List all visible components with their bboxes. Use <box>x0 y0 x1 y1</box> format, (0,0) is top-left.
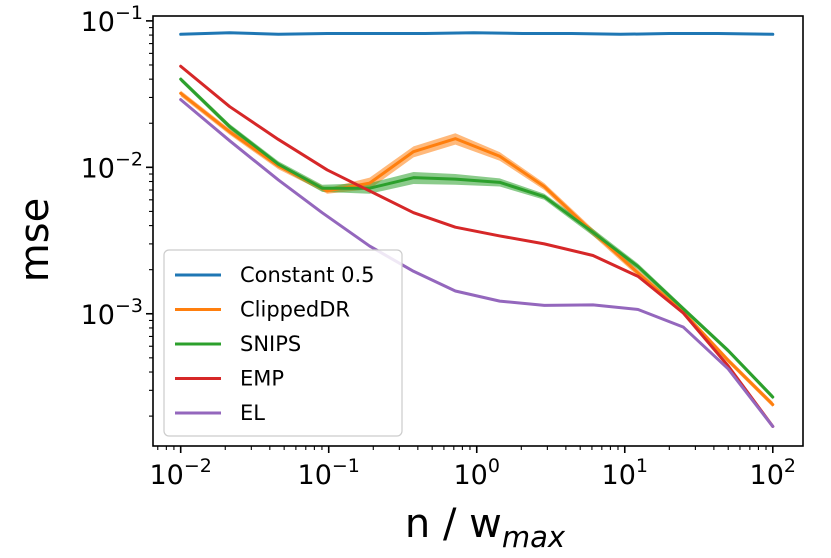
plot-frame <box>152 15 804 447</box>
y-tick-label: 10−2 <box>81 148 143 184</box>
legend-label: Constant 0.5 <box>240 263 374 287</box>
legend-label: EMP <box>240 367 284 391</box>
x-tick-label: 100 <box>454 455 500 491</box>
x-tick-label: 102 <box>750 455 796 491</box>
legend-label: ClippedDR <box>240 298 350 322</box>
x-tick-label: 101 <box>602 455 648 491</box>
legend: Constant 0.5 ClippedDR SNIPS EMP EL <box>163 249 403 437</box>
x-tick-label: 10−1 <box>298 455 360 491</box>
y-tick-label: 10−3 <box>81 295 143 331</box>
x-tick-label: 10−2 <box>150 455 212 491</box>
series-line-3 <box>179 64 775 428</box>
x-axis: 10−2 10−1 100 101 102 <box>150 446 796 491</box>
legend-label: SNIPS <box>240 332 301 356</box>
y-axis-label: mse <box>12 198 58 282</box>
series-lines <box>179 31 775 428</box>
x-axis-label: n / wmax <box>405 501 566 554</box>
x-axis-label-main: n / w <box>405 501 502 547</box>
x-axis-label-subscript: max <box>502 520 566 554</box>
legend-label: EL <box>240 401 265 425</box>
series-line-0 <box>179 31 775 36</box>
legend-box <box>163 249 403 437</box>
series-line-4 <box>179 98 775 428</box>
y-tick-label: 10−1 <box>81 2 143 38</box>
y-axis: 10−3 10−2 10−1 <box>81 2 153 417</box>
series-line-2 <box>179 77 775 399</box>
